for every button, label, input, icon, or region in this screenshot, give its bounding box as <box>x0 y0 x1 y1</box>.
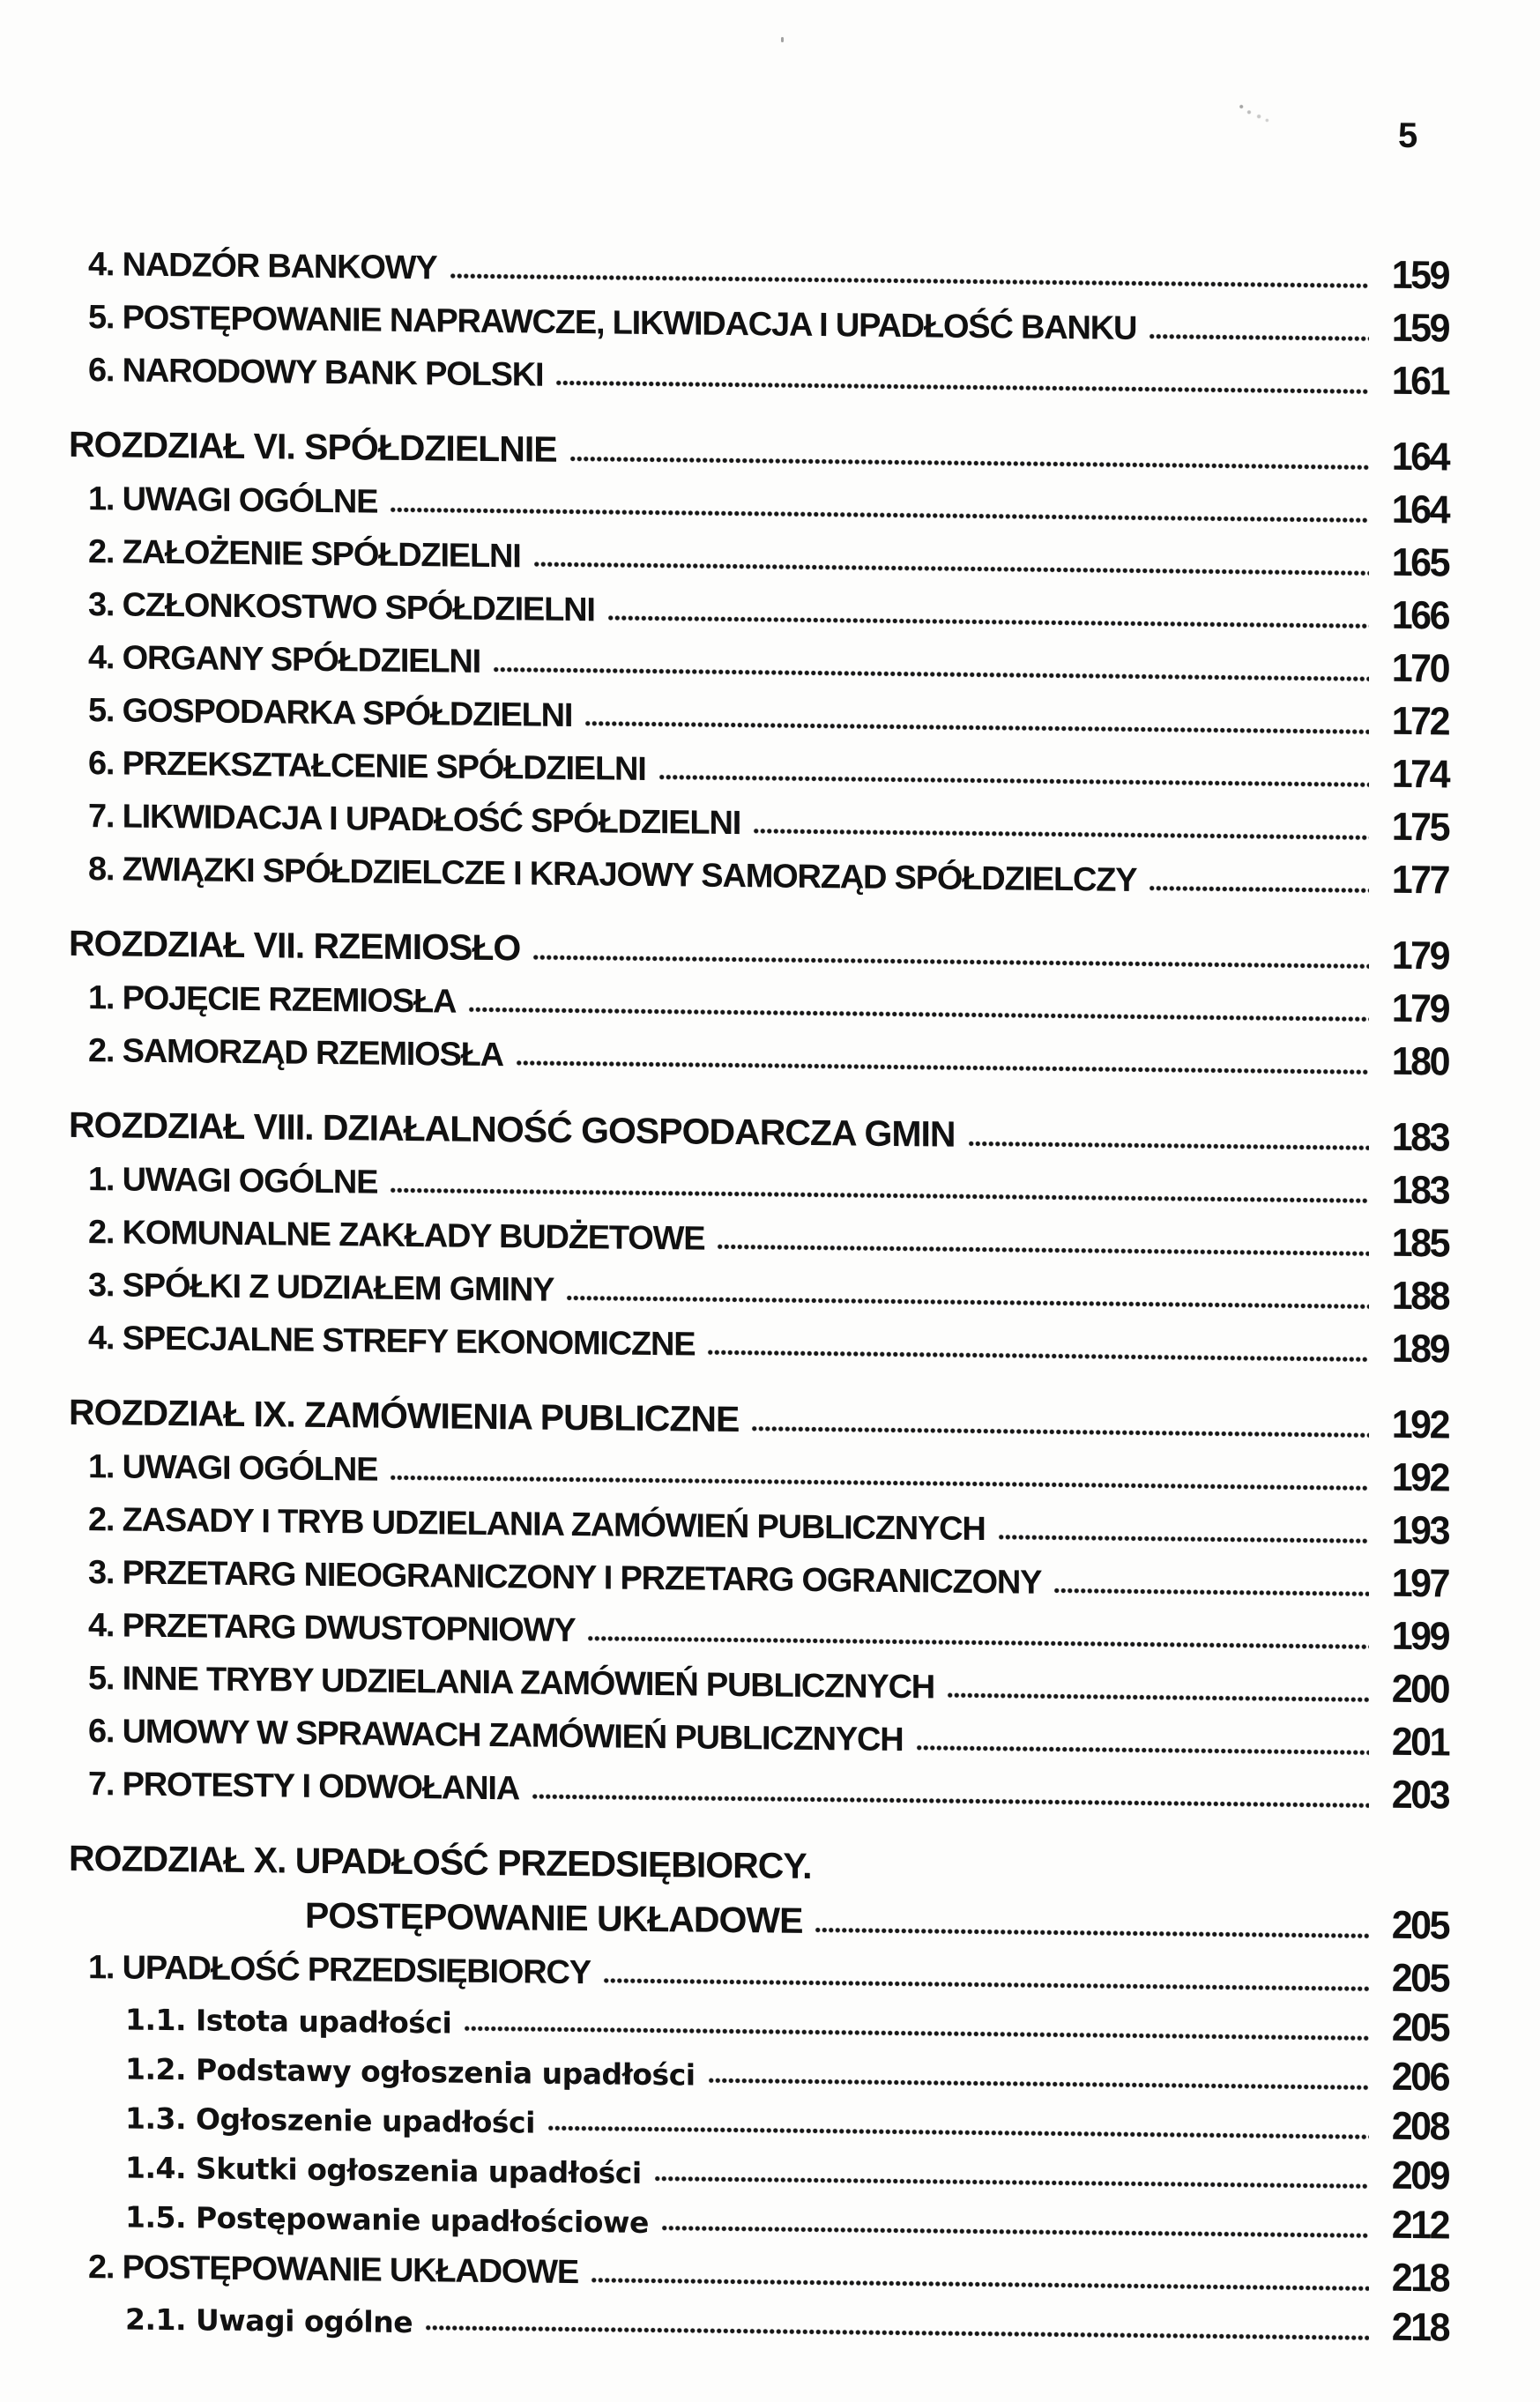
dotted-leader <box>515 1057 1369 1078</box>
dotted-leader <box>531 1790 1369 1811</box>
toc-entry-label: 1.4. Skutki ogłoszenia upadłości <box>125 2150 642 2190</box>
dotted-leader <box>997 1531 1369 1547</box>
table-of-contents: 4. NADZÓR BANKOWY 159 5. POSTĘPOWANIE NA… <box>69 246 1448 2350</box>
toc-entry-label: POSTĘPOWANIE UKŁADOWE <box>305 1894 803 1941</box>
toc-entry-label: 3. CZŁONKOSTWO SPÓŁDZIELNI <box>88 586 595 629</box>
toc-entry-page: 199 <box>1391 1614 1448 1659</box>
toc-entry-page: 205 <box>1391 1956 1448 2001</box>
toc-entry-label: 5. INNE TRYBY UDZIELANIA ZAMÓWIEŃ PUBLIC… <box>88 1660 935 1707</box>
toc-entry-page: 164 <box>1391 435 1448 480</box>
toc-entry-page: 197 <box>1391 1561 1448 1606</box>
toc-entry-page: 161 <box>1391 359 1448 404</box>
toc-entry-page: 209 <box>1391 2153 1448 2198</box>
toc-entry-label: ROZDZIAŁ IX. ZAMÓWIENIA PUBLICZNE <box>69 1391 740 1440</box>
toc-entry-page: 192 <box>1391 1402 1448 1447</box>
toc-entry-page: 166 <box>1391 593 1448 638</box>
toc-entry-label: ROZDZIAŁ VII. RZEMIOSŁO <box>69 922 521 969</box>
toc-entry-label: 3. SPÓŁKI Z UDZIAŁEM GMINY <box>88 1267 554 1309</box>
dotted-leader <box>425 2322 1369 2344</box>
toc-entry-label: 2. ZASADY I TRYB UDZIELANIA ZAMÓWIEŃ PUB… <box>88 1501 986 1549</box>
toc-entry-page: 192 <box>1391 1455 1448 1500</box>
scan-speck-artifact <box>781 37 784 42</box>
toc-entry-label: 2.1. Uwagi ogólne <box>125 2302 413 2340</box>
dotted-leader <box>1053 1584 1369 1600</box>
toc-entry-page: 164 <box>1391 487 1448 532</box>
toc-entry-page: 218 <box>1391 2305 1448 2350</box>
toc-entry-page: 193 <box>1391 1508 1448 1553</box>
toc-entry-label: ROZDZIAŁ VI. SPÓŁDZIELNIE <box>69 423 557 470</box>
toc-entry-page: 206 <box>1391 2055 1448 2100</box>
toc-entry-label: 7. PROTESTY I ODWOŁANIA <box>88 1766 519 1808</box>
toc-entry-page: 212 <box>1391 2203 1448 2248</box>
dotted-leader <box>915 1742 1369 1759</box>
dotted-leader <box>815 1924 1369 1942</box>
toc-entry-label: 2. POSTĘPOWANIE UKŁADOWE <box>88 2249 579 2292</box>
toc-entry-page: 208 <box>1391 2104 1448 2149</box>
dotted-leader <box>1149 331 1369 345</box>
toc-entry-label: 1. POJĘCIE RZEMIOSŁA <box>88 979 457 1021</box>
toc-entry-page: 165 <box>1391 540 1448 585</box>
toc-entry-page: 177 <box>1391 858 1448 903</box>
dotted-leader <box>707 1346 1369 1365</box>
toc-entry-page: 174 <box>1391 752 1448 797</box>
toc-entry-label: 1. UWAGI OGÓLNE <box>88 480 378 521</box>
toc-entry-page: 201 <box>1391 1720 1448 1765</box>
toc-entry-page: 159 <box>1391 306 1448 351</box>
toc-entry-label: 6. PRZEKSZTAŁCENIE SPÓŁDZIELNI <box>88 745 646 788</box>
toc-entry-label: 7. LIKWIDACJA I UPADŁOŚĆ SPÓŁDZIELNI <box>88 798 741 843</box>
dotted-leader <box>555 376 1369 398</box>
toc-entry-label: 1.5. Postępowanie upadłościowe <box>125 2199 649 2240</box>
toc-entry-page: 175 <box>1391 805 1448 850</box>
toc-entry-page: 170 <box>1391 646 1448 691</box>
toc-entry-label: 8. ZWIĄZKI SPÓŁDZIELCZE I KRAJOWY SAMORZ… <box>88 851 1137 899</box>
toc-entry-page: 218 <box>1391 2256 1448 2301</box>
toc-entry-label: 5. GOSPODARKA SPÓŁDZIELNI <box>88 692 573 735</box>
toc-entry-label: 2. SAMORZĄD RZEMIOSŁA <box>88 1032 503 1075</box>
dotted-leader <box>1149 882 1369 896</box>
toc-entry-label: 1. UWAGI OGÓLNE <box>88 1448 378 1489</box>
toc-entry-page: 159 <box>1391 253 1448 298</box>
toc-entry-label: 4. NADZÓR BANKOWY <box>88 246 437 287</box>
toc-entry-page: 179 <box>1391 933 1448 978</box>
toc-entry-page: 172 <box>1391 699 1448 744</box>
dotted-leader <box>947 1689 1369 1706</box>
toc-entry-label: 6. NARODOWY BANK POLSKI <box>88 352 544 394</box>
toc-entry-label: 1.1. Istota upadłości <box>125 2002 452 2041</box>
toc-entry-page: 180 <box>1391 1039 1448 1084</box>
toc-entry-label: 4. SPECJALNE STREFY EKONOMICZNE <box>88 1320 696 1364</box>
toc-entry-label: 1. UPADŁOŚĆ PRZEDSIĘBIORCY <box>88 1949 591 1992</box>
toc-entry-label: 2. KOMUNALNE ZAKŁADY BUDŻETOWE <box>88 1214 705 1258</box>
toc-entry-label: ROZDZIAŁ X. UPADŁOŚĆ PRZEDSIĘBIORCY. <box>69 1837 812 1886</box>
toc-entry-label: 1. UWAGI OGÓLNE <box>88 1161 378 1201</box>
toc-entry-page: 188 <box>1391 1274 1448 1319</box>
toc-entry-page: 189 <box>1391 1327 1448 1372</box>
toc-entry-page: 205 <box>1391 1903 1448 1948</box>
toc-entry-label: 4. PRZETARG DWUSTOPNIOWY <box>88 1607 576 1650</box>
toc-entry-label: 2. ZAŁOŻENIE SPÓŁDZIELNI <box>88 533 521 576</box>
toc-entry-page: 183 <box>1391 1168 1448 1213</box>
toc-entry-page: 203 <box>1391 1773 1448 1818</box>
toc-entry-page: 185 <box>1391 1221 1448 1266</box>
toc-entry-page: 179 <box>1391 986 1448 1031</box>
toc-entry-label: ROZDZIAŁ VIII. DZIAŁALNOŚĆ GOSPODARCZA G… <box>69 1104 956 1155</box>
toc-entry-page: 183 <box>1391 1115 1448 1160</box>
toc-entry-label: 1.2. Podstawy ogłoszenia upadłości <box>125 2051 696 2093</box>
toc-entry-label: 1.3. Ogłoszenie upadłości <box>125 2101 535 2140</box>
toc-entry-label: 6. UMOWY W SPRAWACH ZAMÓWIEŃ PUBLICZNYCH <box>88 1713 904 1759</box>
toc-entry-page: 200 <box>1391 1667 1448 1712</box>
toc-entry-page: 205 <box>1391 2005 1448 2050</box>
toc-entry-label: 4. ORGANY SPÓŁDZIELNI <box>88 639 480 680</box>
dotted-leader <box>967 1137 1369 1154</box>
